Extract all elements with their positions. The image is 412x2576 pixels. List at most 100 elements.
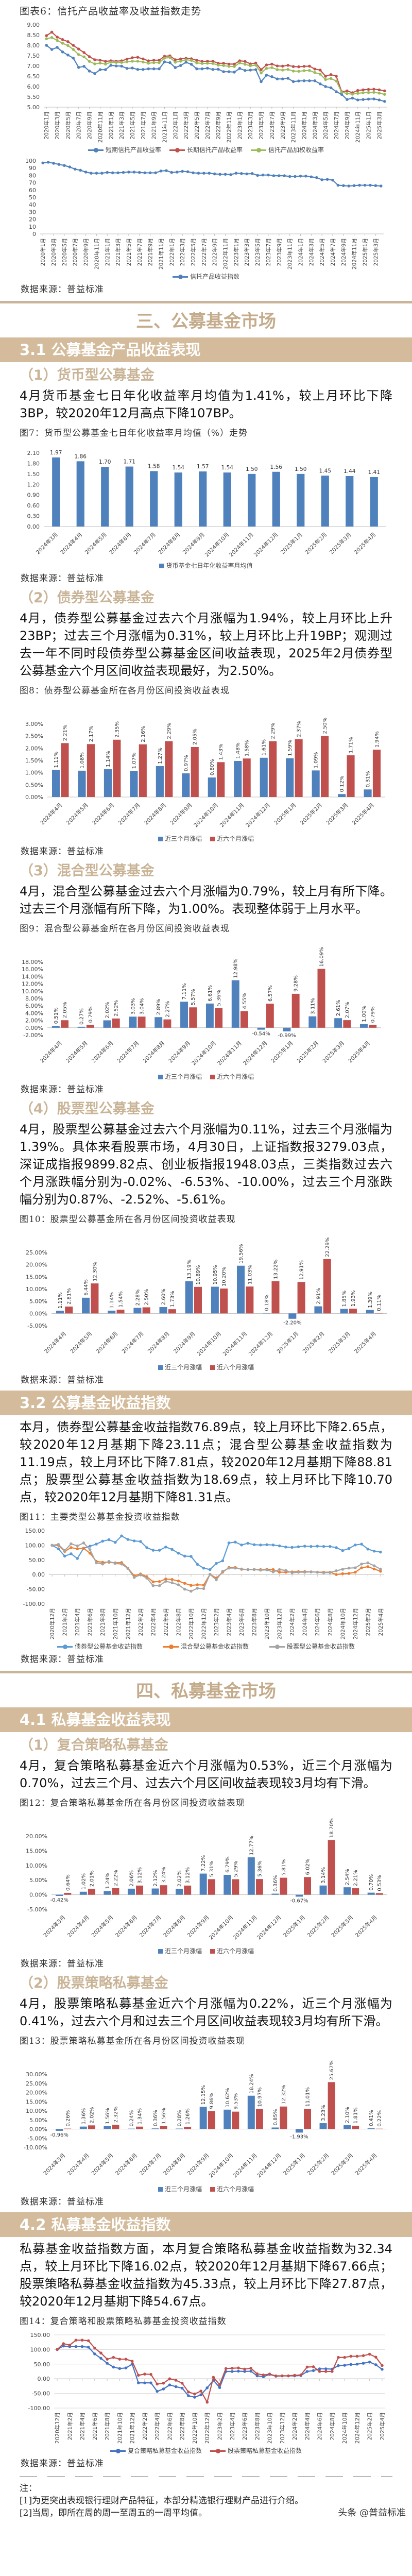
data-label: 11.01% xyxy=(305,2087,311,2107)
x-tick-label: 2024年9月 xyxy=(340,238,347,266)
data-point xyxy=(72,44,75,47)
data-point xyxy=(164,1577,167,1581)
data-point xyxy=(381,2368,384,2371)
data-point xyxy=(183,1554,186,1558)
data-point xyxy=(62,2344,65,2348)
data-point xyxy=(57,1543,60,1546)
y-tick-label: 20.00% xyxy=(26,1833,47,1840)
data-label: 1.24% xyxy=(105,1873,111,1889)
x-tick-label: 2022年10月 xyxy=(192,2412,198,2444)
data-point xyxy=(200,60,204,63)
bar xyxy=(319,2123,327,2129)
data-point xyxy=(297,79,300,82)
series-line xyxy=(46,45,385,102)
data-label: 1.70 xyxy=(99,459,111,465)
bond-fund-text: 4月，债券型公募基金过去六个月涨幅为1.94%，较上月环比上升23BP；过去三个… xyxy=(20,611,392,678)
data-point xyxy=(303,1570,306,1574)
x-tick-label: 2022年9月 xyxy=(212,238,218,266)
chart-4: -2.00% 0.00% 2.00% 4.00% 6.00% 8.00% 10.00% 12.… xyxy=(0,937,412,1072)
y-tick-label: 5.50 xyxy=(27,94,40,100)
x-tick-label: 2022年11月 xyxy=(222,238,229,269)
bar xyxy=(125,466,133,527)
x-tick-label: 2024年4月 xyxy=(302,1608,308,1636)
data-point xyxy=(82,65,85,68)
data-point xyxy=(249,69,252,72)
x-tick-label: 2024年5月 xyxy=(69,1330,94,1355)
data-source: 数据来源：普益标准 xyxy=(21,2197,104,2207)
data-point xyxy=(312,2369,315,2372)
data-point xyxy=(379,1567,382,1571)
data-point xyxy=(132,171,136,174)
data-point xyxy=(284,1569,287,1572)
x-tick-label: 2024年4月 xyxy=(39,1040,63,1064)
data-point xyxy=(265,1543,268,1547)
data-point xyxy=(61,38,64,41)
data-point xyxy=(368,2352,371,2356)
data-point xyxy=(383,93,386,96)
x-tick-label: 2024年7月 xyxy=(138,2152,163,2177)
y-tick-label: 0 xyxy=(32,231,36,238)
data-label: 18.70% xyxy=(329,1818,335,1838)
data-point xyxy=(87,2339,90,2343)
data-point xyxy=(244,69,247,72)
data-label: 12.98% xyxy=(233,959,239,978)
bar xyxy=(240,1011,248,1028)
data-point xyxy=(93,62,96,65)
data-point xyxy=(270,66,273,69)
bar xyxy=(338,794,346,797)
bar xyxy=(236,1265,245,1314)
data-point xyxy=(281,64,284,68)
data-point xyxy=(41,161,45,165)
bar xyxy=(288,1313,297,1319)
data-point xyxy=(288,175,291,178)
section-3-2-banner: 3.2 公募基金收益指数 xyxy=(0,1391,412,1415)
composite-fund-text: 4月，复合策略私募基金近六个月涨幅为0.53%，近三个月涨幅为0.70%，过去三… xyxy=(20,1758,392,1790)
x-tick-label: 2025年4月 xyxy=(353,531,377,556)
y-tick-label: 25.00% xyxy=(26,2080,47,2087)
data-point xyxy=(291,80,295,83)
x-tick-label: 2021年1月 xyxy=(108,111,114,139)
data-point xyxy=(325,178,329,181)
y-tick-label: 6.00 xyxy=(27,83,40,90)
data-label: 1.50 xyxy=(246,466,258,472)
x-tick-label: 2024年8月 xyxy=(142,1040,166,1064)
x-tick-label: 2022年2月 xyxy=(138,1608,144,1636)
bar xyxy=(163,1019,171,1028)
data-label: 1.97 xyxy=(50,450,62,456)
chart-svg: -100.00 -50.00 0.00 50.00 100.00 150.00 2020年1… xyxy=(28,2332,386,2444)
bar xyxy=(112,2125,119,2129)
data-point xyxy=(50,48,54,51)
data-label: 1.54 xyxy=(173,465,185,471)
x-tick-label: 2022年9月 xyxy=(215,111,222,139)
x-tick-label: 2024年5月 xyxy=(90,1914,115,1939)
data-point xyxy=(304,175,307,178)
data-point xyxy=(177,1551,180,1555)
data-point xyxy=(249,64,252,67)
data-label: 1.27% xyxy=(158,748,163,764)
data-point xyxy=(45,34,48,37)
bar xyxy=(224,1875,231,1895)
data-point xyxy=(335,90,338,93)
data-point xyxy=(186,170,190,174)
bar xyxy=(291,993,300,1028)
x-tick-label: 2021年8月 xyxy=(99,1608,106,1636)
bar xyxy=(321,476,329,527)
data-point xyxy=(260,68,263,71)
x-tick-label: 2024年8月 xyxy=(146,1330,171,1355)
y-tick-label: 0.90 xyxy=(27,492,40,499)
data-point xyxy=(145,1577,148,1580)
data-point xyxy=(170,1548,174,1551)
data-point xyxy=(245,172,249,176)
data-point xyxy=(310,1545,313,1548)
data-point xyxy=(302,65,306,68)
legend-label: 近三个月涨幅 xyxy=(164,1947,202,1955)
data-label: 2.60% xyxy=(161,1289,167,1305)
bar xyxy=(77,1026,85,1028)
data-point xyxy=(299,2374,303,2377)
legend-item: 长期信托产品收益率 xyxy=(169,145,243,155)
data-point xyxy=(297,1570,300,1574)
data-label: 1.14% xyxy=(106,751,111,767)
x-tick-label: 2024年12月 xyxy=(252,531,279,558)
data-point xyxy=(240,1567,243,1571)
data-label: -0.54% xyxy=(252,1031,270,1037)
